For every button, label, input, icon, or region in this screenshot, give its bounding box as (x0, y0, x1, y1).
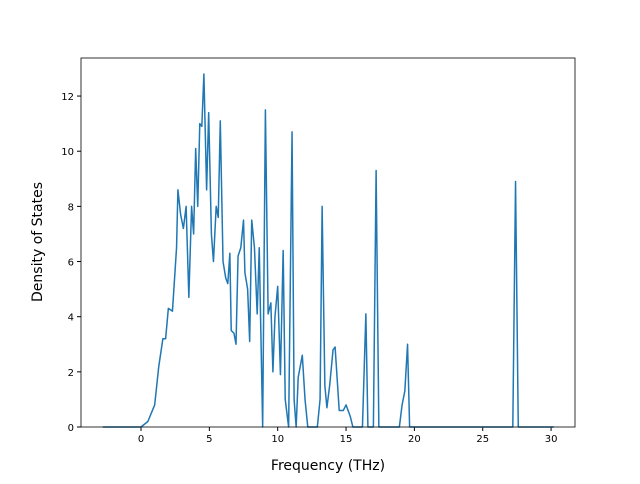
y-tick-label: 8 (68, 202, 74, 213)
y-tick-label: 0 (68, 423, 74, 434)
y-axis-label: Density of States (30, 182, 46, 302)
x-tick-label: 20 (408, 434, 421, 445)
y-tick-label: 6 (68, 258, 74, 269)
x-tick-label: 25 (476, 434, 489, 445)
x-tick-label: 5 (206, 434, 212, 445)
x-tick-label: 30 (545, 434, 558, 445)
plot-frame (80, 57, 576, 428)
x-tick-label: 15 (340, 434, 353, 445)
y-tick-label: 12 (61, 92, 74, 103)
y-tick-label: 4 (68, 313, 74, 324)
x-tick-label: 10 (271, 434, 284, 445)
y-tick-label: 10 (61, 147, 74, 158)
x-tick-label: 0 (138, 434, 144, 445)
x-axis-label: Frequency (THz) (271, 458, 385, 474)
y-tick-label: 2 (68, 368, 74, 379)
line-series (102, 73, 554, 428)
